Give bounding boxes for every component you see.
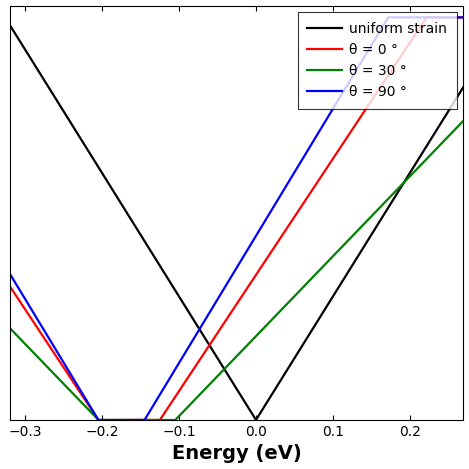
θ = 30 ° bbox=[380, 202, 386, 207]
Line: θ = 0 °: θ = 0 ° bbox=[10, 17, 463, 420]
θ = 90 ° bbox=[181, 353, 186, 359]
uniform strain bbox=[7, 23, 13, 28]
θ = 0 ° bbox=[181, 382, 186, 387]
uniform strain bbox=[346, 269, 351, 274]
θ = 30 ° bbox=[181, 409, 186, 415]
θ = 90 ° bbox=[461, 15, 466, 20]
θ = 0 ° bbox=[96, 417, 101, 423]
θ = 0 ° bbox=[302, 198, 308, 204]
Line: θ = 90 °: θ = 90 ° bbox=[10, 17, 463, 420]
uniform strain bbox=[279, 375, 285, 381]
θ = 30 ° bbox=[7, 325, 13, 331]
θ = 90 ° bbox=[90, 407, 95, 413]
uniform strain bbox=[253, 417, 259, 423]
θ = 30 ° bbox=[302, 282, 308, 288]
θ = 30 ° bbox=[461, 118, 466, 123]
θ = 30 ° bbox=[346, 237, 351, 243]
θ = 90 ° bbox=[7, 271, 13, 277]
θ = 90 ° bbox=[96, 417, 101, 423]
Legend: uniform strain, θ = 0 °, θ = 30 °, θ = 90 °: uniform strain, θ = 0 °, θ = 30 °, θ = 9… bbox=[297, 13, 456, 109]
uniform strain bbox=[461, 84, 466, 90]
θ = 0 ° bbox=[380, 80, 386, 86]
uniform strain bbox=[380, 213, 386, 219]
X-axis label: Energy (eV): Energy (eV) bbox=[172, 445, 302, 463]
θ = 30 ° bbox=[279, 306, 285, 312]
θ = 0 ° bbox=[461, 15, 466, 20]
θ = 0 ° bbox=[279, 233, 285, 238]
θ = 90 ° bbox=[346, 80, 351, 86]
θ = 90 ° bbox=[302, 152, 308, 158]
θ = 0 ° bbox=[424, 15, 429, 20]
θ = 90 ° bbox=[279, 190, 285, 196]
θ = 0 ° bbox=[7, 284, 13, 289]
θ = 0 ° bbox=[346, 132, 351, 138]
θ = 30 ° bbox=[96, 417, 101, 423]
uniform strain bbox=[181, 301, 186, 306]
θ = 0 ° bbox=[90, 408, 95, 414]
θ = 90 ° bbox=[380, 23, 386, 29]
θ = 90 ° bbox=[386, 15, 391, 20]
uniform strain bbox=[302, 339, 308, 344]
Line: θ = 30 °: θ = 30 ° bbox=[10, 121, 463, 420]
θ = 30 ° bbox=[90, 411, 95, 416]
uniform strain bbox=[90, 155, 95, 160]
Line: uniform strain: uniform strain bbox=[10, 25, 463, 420]
